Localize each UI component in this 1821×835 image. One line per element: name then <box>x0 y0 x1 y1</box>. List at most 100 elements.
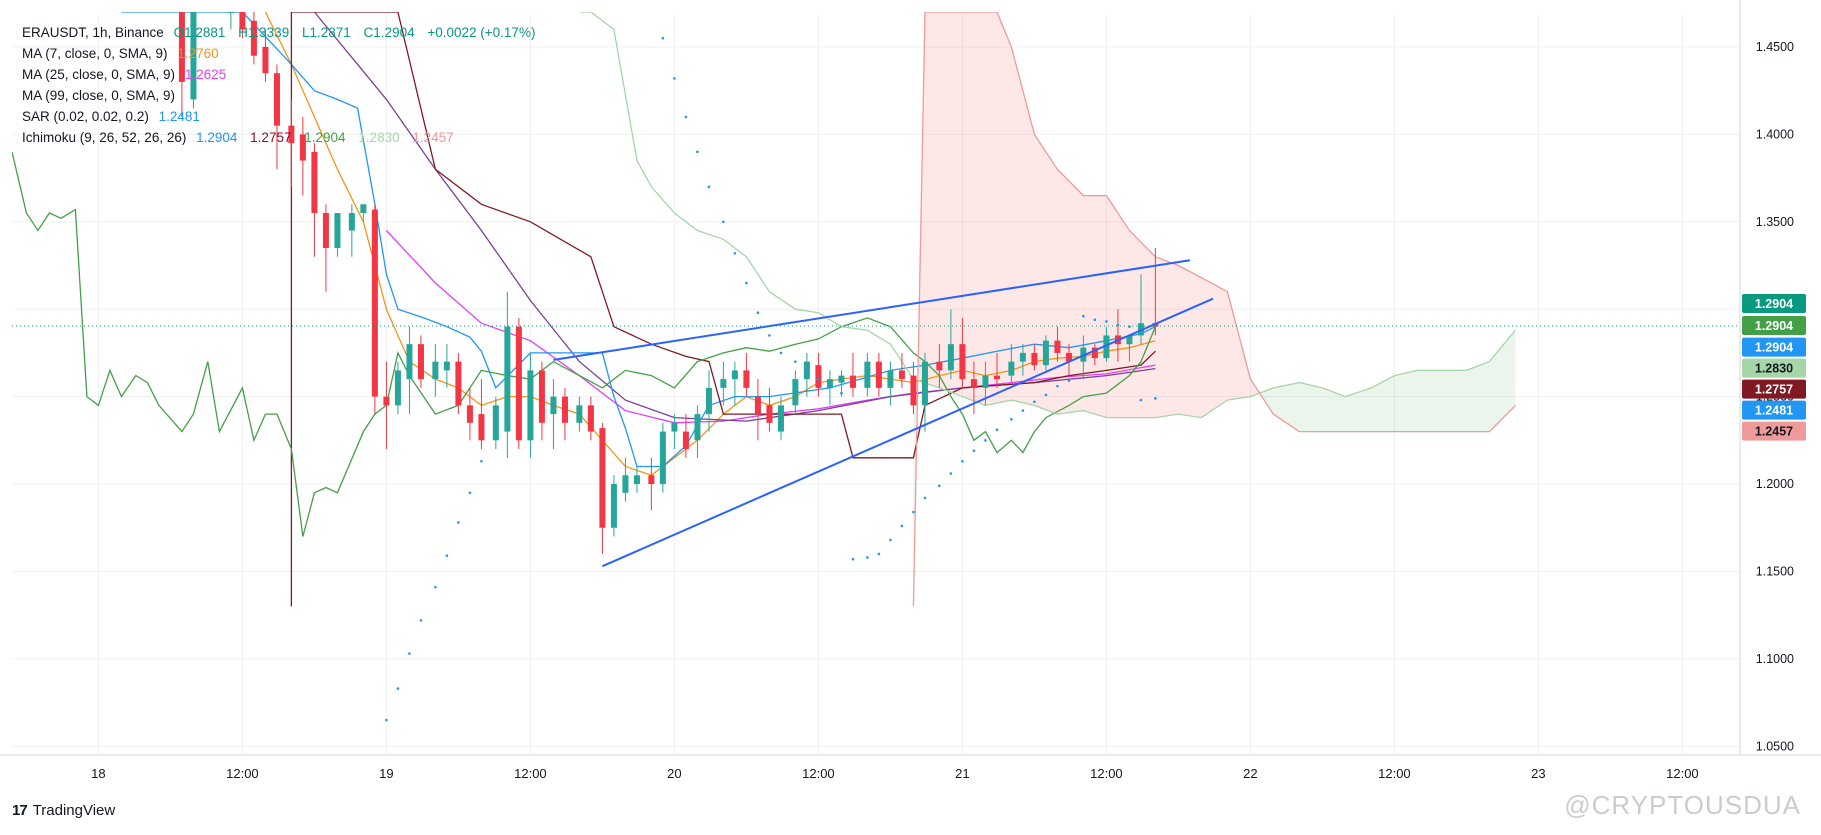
candle-up <box>1103 335 1110 359</box>
candle-up <box>826 379 833 388</box>
sar-dot <box>938 484 941 488</box>
candle-down <box>322 213 329 249</box>
ichimoku-span-a-value: 1.2830 <box>358 130 400 145</box>
candle-down <box>299 134 306 161</box>
candle-down <box>1054 340 1061 353</box>
watermark: @CRYPTOUSDUA <box>1564 790 1801 821</box>
x-tick-label: 21 <box>955 766 969 781</box>
ichimoku-label: Ichimoku (9, 26, 52, 26, 26) <box>22 130 187 145</box>
candle-down <box>993 375 1000 380</box>
ma7-value: 1.2760 <box>177 46 219 61</box>
x-tick-label: 23 <box>1531 766 1545 781</box>
chart-legend: ERAUSDT, 1h, Binance O1.2881 H1.3339 L1.… <box>22 22 544 148</box>
tradingview-logo-text: TradingView <box>32 802 116 819</box>
sar-dot <box>912 510 915 514</box>
ichimoku-span-b-value: 1.2457 <box>412 130 454 145</box>
price-badge-label: 1.2904 <box>1755 341 1793 355</box>
symbol-label: ERAUSDT, 1h, Binance <box>22 25 164 40</box>
candle-up <box>982 375 989 388</box>
candle-up <box>360 204 367 214</box>
watermark-text: @CRYPTOUSDUA <box>1564 790 1801 820</box>
candle-down <box>599 428 606 528</box>
line-ichimoku-base <box>290 12 1156 607</box>
x-tick-label: 12:00 <box>1378 766 1411 781</box>
ichimoku-cloud <box>1261 330 1516 432</box>
sar-dot <box>1033 400 1036 404</box>
legend-ma25-row[interactable]: MA (25, close, 0, SMA, 9) 1.2625 <box>22 64 544 85</box>
ma7-label: MA (7, close, 0, SMA, 9) <box>22 46 168 61</box>
candle-down <box>178 12 185 82</box>
candle-down <box>250 20 257 56</box>
candle-down <box>455 361 462 406</box>
price-badge <box>1742 293 1806 313</box>
sar-dot <box>840 391 843 395</box>
price-badge-label: 1.2481 <box>1755 404 1793 418</box>
sar-dot <box>984 439 987 442</box>
sar-dot <box>457 521 460 524</box>
sar-dot <box>1082 314 1085 318</box>
sar-dot <box>889 538 892 542</box>
candle-down <box>561 396 568 423</box>
candle-down <box>262 46 269 74</box>
candle-up <box>659 431 666 485</box>
legend-ichimoku-row[interactable]: Ichimoku (9, 26, 52, 26, 26) 1.2904 1.27… <box>22 127 544 148</box>
tradingview-logo[interactable]: 17 TradingView <box>12 802 115 819</box>
sar-dot <box>419 619 423 622</box>
open-value: O1.2881 <box>173 25 226 40</box>
candle-up <box>864 361 871 388</box>
sar-dot <box>1154 397 1157 400</box>
candle-up <box>838 375 845 383</box>
candle-down <box>538 370 545 423</box>
x-tick-label: 12:00 <box>1090 766 1123 781</box>
y-tick-label: 1.4500 <box>1756 40 1794 54</box>
candle-up <box>432 361 439 380</box>
candle-up <box>227 12 234 13</box>
candle-down <box>417 344 424 380</box>
trendline <box>553 259 1191 361</box>
candle-up <box>443 361 450 371</box>
candle-up <box>576 405 583 423</box>
candle-up <box>550 396 557 415</box>
candle-up <box>1019 352 1026 362</box>
legend-ma99-row[interactable]: MA (99, close, 0, SMA, 9) <box>22 85 544 106</box>
sar-dot <box>1010 418 1013 421</box>
legend-ma7-row[interactable]: MA (7, close, 0, SMA, 9) 1.2760 <box>22 43 544 64</box>
candle-down <box>478 414 485 441</box>
line-ma-7 <box>264 12 1156 477</box>
sar-dot <box>396 687 400 690</box>
sar-dot <box>768 334 771 337</box>
sar-label: SAR (0.02, 0.02, 0.2) <box>22 109 149 124</box>
candle-down <box>970 379 977 388</box>
y-tick-label: 1.2000 <box>1756 477 1794 491</box>
price-badge-label: 1.2757 <box>1755 383 1793 397</box>
sar-dot <box>877 552 881 556</box>
ichimoku-base-value: 1.2757 <box>250 130 292 145</box>
y-tick-label: 1.1500 <box>1756 564 1794 578</box>
candle-up <box>406 344 413 380</box>
sar-dot <box>745 281 748 285</box>
candle-up <box>504 326 511 432</box>
sar-dot <box>866 556 869 559</box>
price-badge <box>1742 315 1806 335</box>
change-value: +0.0022 (+0.17%) <box>427 25 536 40</box>
price-badge-label: 1.2457 <box>1755 425 1793 439</box>
sar-dot <box>972 449 976 453</box>
sar-dot <box>480 459 483 463</box>
candle-up <box>1042 340 1049 366</box>
close-value: C1.2904 <box>363 25 415 40</box>
candle-down <box>288 125 295 144</box>
x-tick-label: 18 <box>91 766 105 781</box>
sar-dot <box>805 369 809 372</box>
high-value: H1.3339 <box>238 25 290 40</box>
candle-up <box>705 387 712 415</box>
candle-up <box>1126 335 1133 345</box>
sar-dot <box>828 384 832 388</box>
legend-sar-row[interactable]: SAR (0.02, 0.02, 0.2) 1.2481 <box>22 106 544 127</box>
sar-dot <box>1021 409 1025 412</box>
price-badge-label: 1.2830 <box>1755 362 1793 376</box>
ma25-label: MA (25, close, 0, SMA, 9) <box>22 67 176 82</box>
candle-down <box>587 405 594 432</box>
legend-symbol-row: ERAUSDT, 1h, Binance O1.2881 H1.3339 L1.… <box>22 22 544 43</box>
line-ichimoku-span-a <box>579 12 1516 419</box>
